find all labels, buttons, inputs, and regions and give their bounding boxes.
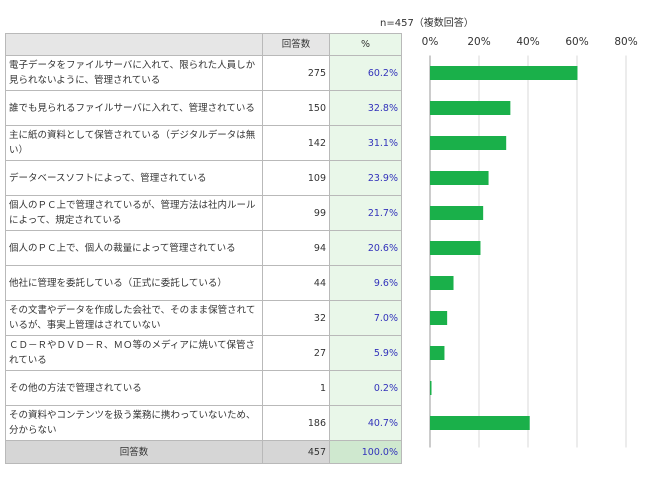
row-label: その他の方法で管理されている: [5, 370, 263, 406]
bar: [430, 136, 507, 150]
row-percent: 23.9%: [329, 160, 402, 196]
total-label: 回答数: [5, 440, 263, 464]
row-label: 誰でも見られるファイルサーバに入れて、管理されている: [5, 90, 263, 126]
row-label: 個人のＰＣ上で管理されているが、管理方法は社内ルールによって、規定されている: [5, 195, 263, 231]
row-percent: 9.6%: [329, 265, 402, 301]
bar: [430, 101, 511, 115]
total-percent: 100.0%: [329, 440, 402, 464]
bar: [430, 171, 489, 185]
row-label: 個人のＰＣ上で、個人の裁量によって管理されている: [5, 230, 263, 266]
sample-size-note: n=457（複数回答）: [380, 18, 474, 29]
total-count: 457: [262, 440, 330, 464]
table-total-row: 回答数 457 100.0%: [5, 440, 402, 464]
x-tick-label: 0%: [422, 36, 439, 48]
row-label: その文書やデータを作成した会社で、そのまま保管されているが、事実上管理はされてい…: [5, 300, 263, 336]
table-row: データベースソフトによって、管理されている 109 23.9%: [5, 160, 402, 196]
x-tick-label: 80%: [614, 36, 637, 48]
header-count: 回答数: [262, 33, 330, 56]
row-label: データベースソフトによって、管理されている: [5, 160, 263, 196]
bar: [430, 206, 484, 220]
bar: [430, 241, 481, 255]
bar: [430, 66, 578, 80]
row-percent: 21.7%: [329, 195, 402, 231]
bar: [430, 311, 448, 325]
row-percent: 5.9%: [329, 335, 402, 371]
table-row: 個人のＰＣ上で管理されているが、管理方法は社内ルールによって、規定されている 9…: [5, 195, 402, 231]
row-label: 主に紙の資料として保管されている（デジタルデータは無い）: [5, 125, 263, 161]
row-percent: 40.7%: [329, 405, 402, 441]
row-percent: 20.6%: [329, 230, 402, 266]
table-row: ＣＤ－ＲやＤＶＤ－Ｒ、ＭＯ等のメディアに焼いて保管されている 27 5.9%: [5, 335, 402, 371]
results-table: 回答数 % 電子データをファイルサーバに入れて、限られた人員しか見られないように…: [5, 33, 402, 464]
row-count: 142: [262, 125, 330, 161]
bar: [430, 276, 454, 290]
row-label: 電子データをファイルサーバに入れて、限られた人員しか見られないように、管理されて…: [5, 55, 263, 91]
table-row: 個人のＰＣ上で、個人の裁量によって管理されている 94 20.6%: [5, 230, 402, 266]
bar: [430, 416, 530, 430]
row-percent: 0.2%: [329, 370, 402, 406]
x-tick-label: 60%: [565, 36, 588, 48]
bar: [430, 381, 432, 395]
row-count: 275: [262, 55, 330, 91]
table-row: その他の方法で管理されている 1 0.2%: [5, 370, 402, 406]
row-percent: 60.2%: [329, 55, 402, 91]
row-label: 他社に管理を委託している（正式に委託している）: [5, 265, 263, 301]
table-row: 主に紙の資料として保管されている（デジタルデータは無い） 142 31.1%: [5, 125, 402, 161]
row-percent: 31.1%: [329, 125, 402, 161]
row-count: 99: [262, 195, 330, 231]
table-row: 他社に管理を委託している（正式に委託している） 44 9.6%: [5, 265, 402, 301]
x-tick-label: 20%: [467, 36, 490, 48]
table-row: 電子データをファイルサーバに入れて、限られた人員しか見られないように、管理されて…: [5, 55, 402, 91]
row-percent: 32.8%: [329, 90, 402, 126]
x-tick-label: 40%: [516, 36, 539, 48]
header-label-cell: [5, 33, 263, 56]
bar: [430, 346, 445, 360]
